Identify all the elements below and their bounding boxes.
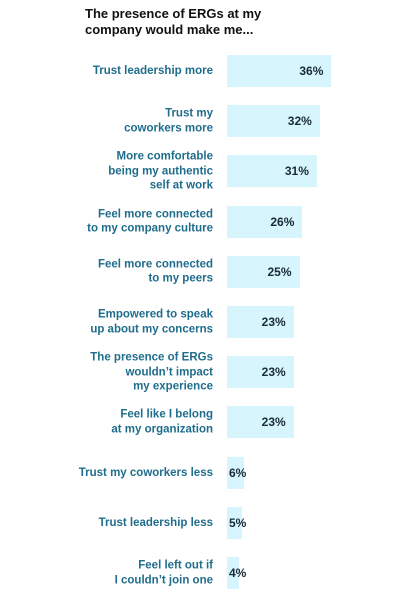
category-label: The presence of ERGs wouldn’t impact my … bbox=[90, 351, 213, 393]
category-label: Trust leadership less bbox=[98, 516, 213, 529]
bar bbox=[227, 456, 245, 489]
category-label: Trust my coworkers more bbox=[124, 107, 213, 135]
category-label: Trust my coworkers less bbox=[78, 466, 213, 479]
chart-title: The presence of ERGs at my company would… bbox=[85, 6, 262, 37]
value-label: 23% bbox=[261, 315, 286, 329]
value-label: 6% bbox=[229, 465, 247, 480]
category-label: Empowered to speak up about my concerns bbox=[90, 308, 213, 336]
category-label: Feel more connected to my peers bbox=[97, 258, 213, 285]
value-label: 26% bbox=[270, 214, 295, 229]
value-label: 23% bbox=[261, 365, 286, 380]
category-label: Feel more connected to my company cultur… bbox=[87, 208, 213, 235]
bar bbox=[227, 557, 239, 589]
value-label: 32% bbox=[287, 114, 312, 129]
category-label: Trust leadership more bbox=[92, 64, 213, 77]
category-label: Feel like I belong at my organization bbox=[111, 408, 213, 436]
bar bbox=[227, 55, 332, 87]
category-label: Feel left out if I couldn’t join one bbox=[114, 559, 213, 587]
bar bbox=[227, 306, 294, 338]
bar bbox=[227, 155, 317, 188]
bar bbox=[227, 105, 320, 138]
bar bbox=[227, 255, 300, 288]
bar bbox=[227, 356, 294, 389]
value-label: 25% bbox=[267, 264, 292, 279]
value-label: 4% bbox=[229, 566, 247, 580]
bar bbox=[227, 406, 294, 439]
value-label: 5% bbox=[229, 515, 247, 530]
category-label: More comfortable being my authentic self… bbox=[108, 150, 213, 192]
value-label: 23% bbox=[261, 415, 286, 430]
value-label: 36% bbox=[299, 64, 324, 78]
bar bbox=[227, 506, 242, 539]
value-label: 31% bbox=[284, 164, 309, 179]
bar bbox=[227, 205, 303, 238]
